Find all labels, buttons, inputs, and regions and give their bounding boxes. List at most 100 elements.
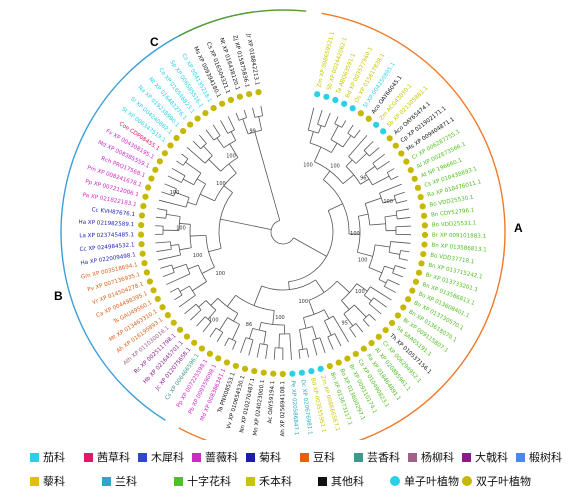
branch [212, 124, 221, 136]
branch [387, 168, 395, 173]
branch [356, 283, 368, 292]
branch [189, 309, 202, 321]
legend-label: 十字花科 [187, 475, 231, 488]
branch [227, 116, 235, 131]
bootstrap-value: 100 [303, 163, 313, 169]
leaf-dot [198, 345, 205, 352]
leaf-dot [137, 231, 145, 238]
branch-arc [170, 241, 172, 250]
branch [342, 135, 352, 148]
branch [265, 344, 268, 359]
leaf-dot [414, 184, 422, 191]
leaf-dot [180, 127, 187, 135]
branch [157, 208, 168, 211]
branch [235, 112, 240, 121]
legend-label: 兰科 [115, 475, 137, 488]
branch-arc [298, 348, 307, 351]
branch-arc [384, 216, 387, 231]
branch [319, 337, 326, 353]
branch [334, 333, 342, 347]
branch [156, 248, 172, 252]
leaf-dot [161, 150, 168, 157]
branch [205, 129, 215, 141]
branch [181, 153, 189, 160]
branch-arc [398, 250, 401, 259]
leaf-dot [317, 365, 324, 373]
legend-label: 禾本科 [259, 475, 292, 488]
branch [190, 234, 207, 237]
branch [324, 112, 331, 128]
branch [379, 183, 402, 194]
leaf-dot [419, 203, 426, 210]
branch [166, 213, 181, 217]
leaf-dot [289, 370, 296, 377]
branch [289, 333, 292, 360]
branch [184, 303, 197, 315]
branch [392, 272, 404, 278]
leaf-label: Bn XP 013586813.1 [431, 243, 487, 254]
branch [196, 316, 206, 327]
legend-item: 十字花科 [174, 474, 231, 488]
branch [396, 208, 409, 212]
legend-swatch [516, 452, 525, 462]
branch [155, 241, 171, 244]
leaf-dot [352, 350, 359, 358]
branch-arc [185, 264, 191, 275]
branch [164, 183, 177, 190]
legend-item: 杨柳科 [408, 450, 454, 464]
bootstrap-value: 100 [216, 181, 226, 187]
bootstrap-value: 86 [246, 322, 252, 328]
branch-arc [368, 297, 374, 305]
branch [243, 109, 247, 118]
leaf-dot [417, 193, 424, 201]
leaf-dot [394, 312, 402, 319]
leaf-dot [177, 326, 184, 333]
branch [256, 343, 261, 358]
branch [398, 257, 408, 261]
leaf-label: Cc KVH87676.1 [91, 207, 135, 218]
branch [308, 300, 315, 315]
legend-label: 芸香科 [367, 451, 400, 464]
branch [365, 197, 382, 204]
leaf-dot [398, 150, 405, 157]
bootstrap-value: 100 [170, 190, 180, 196]
leaf-dot [411, 175, 418, 182]
branch [201, 266, 215, 274]
bootstrap-value: 100 [226, 153, 236, 159]
bootstrap-value: 100 [275, 315, 285, 321]
branch [200, 193, 215, 202]
branch [169, 287, 179, 293]
branch [198, 134, 207, 144]
branch [166, 273, 191, 285]
branch [397, 217, 411, 220]
branch-arc [312, 337, 321, 341]
leaf-dot [145, 184, 152, 191]
branch-arc [177, 287, 183, 296]
branch [394, 191, 405, 197]
bootstrap-value: 100 [209, 317, 219, 323]
leaf-label: Ah XP 025694108.1 [280, 381, 286, 437]
leaf-dot [210, 105, 217, 112]
legend-item: 芸香科 [354, 450, 400, 464]
leaf-dot [139, 250, 146, 257]
branch [328, 203, 343, 211]
leaf-dot [138, 221, 145, 229]
branch [220, 120, 229, 134]
tree-branches [155, 105, 411, 361]
branch [360, 178, 370, 185]
branch [202, 321, 212, 333]
legend-label: 茄科 [43, 451, 65, 464]
leaf-label: Pe XP 020586847.1 [289, 381, 299, 436]
branch-arc [393, 195, 397, 204]
leaf-dot [146, 278, 153, 285]
leaf-dot [344, 355, 351, 362]
clade-label-b: B [54, 289, 63, 303]
leaf-dot [143, 269, 150, 276]
legend-swatch [30, 452, 39, 462]
leaf-dot [202, 109, 209, 117]
bootstrap-value: 100 [193, 253, 203, 259]
leaf-dot [404, 296, 412, 303]
leaf-dot [403, 158, 410, 165]
branch [363, 140, 374, 151]
legend-label: 杨柳科 [421, 451, 454, 464]
